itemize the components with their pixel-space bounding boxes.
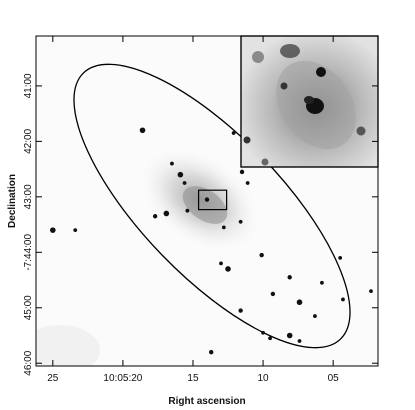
source-point [313,314,317,318]
y-tick-label: 43:00 [23,184,34,209]
x-tick-label: 05 [328,373,340,384]
x-tick-label: 10 [258,373,270,384]
x-tick-label: 25 [47,373,59,384]
source-point [320,280,324,285]
source-point [268,336,272,341]
source-point [185,208,190,213]
y-axis: 41:00 42:00 43:00 -7:44:00 45:00 46:00 [23,73,378,376]
source-point [297,339,302,343]
source-point [287,275,292,280]
source-point [338,255,343,260]
y-tick-label: 45:00 [23,295,34,320]
source-point [170,161,174,166]
source-point [50,227,56,233]
source-point [177,171,184,178]
x-tick-label: 10:05:20 [103,373,142,384]
source-point [204,197,210,202]
inset-panel [240,35,379,168]
source-point [152,214,158,219]
source-point [73,228,78,233]
source-point [286,332,293,339]
y-tick-label: -7:44:00 [23,234,34,271]
source-point [225,266,231,272]
source-point [221,225,226,230]
x-axis: 25 10:05:20 15 10 05 [47,36,339,384]
source-point [261,330,265,335]
source-point [296,299,303,306]
source-point [238,308,243,313]
y-axis-title: Declination [7,174,18,228]
source-point [238,219,243,224]
source-point [239,169,245,175]
source-point [270,291,276,297]
source-point [139,127,146,134]
y-tick-label: 41:00 [23,73,34,98]
source-point [245,181,250,185]
source-point [219,261,223,266]
source-point [341,297,345,302]
x-tick-label: 15 [187,373,199,384]
zoom-box [197,189,228,211]
x-axis-title: Right ascension [168,396,245,407]
source-point [259,252,264,258]
source-point [163,210,170,217]
source-point [209,349,214,355]
source-points [50,127,373,355]
source-point [182,181,187,185]
source-point [369,289,373,294]
source-point [231,131,236,135]
y-tick-label: 46:00 [23,350,34,375]
y-tick-label: 42:00 [23,128,34,153]
